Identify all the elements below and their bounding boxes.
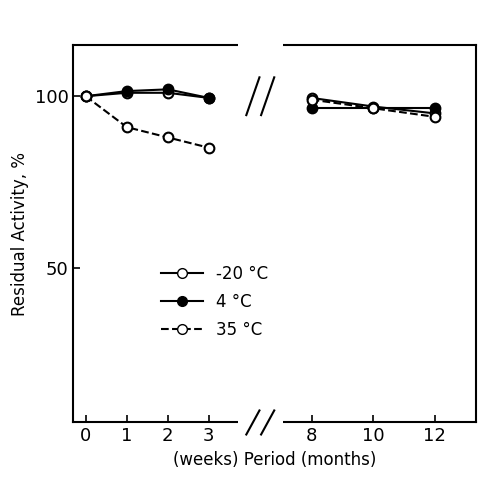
Legend: -20 °C, 4 °C, 35 °C: -20 °C, 4 °C, 35 °C [154, 258, 275, 345]
Bar [238, 11, 283, 440]
Y-axis label: Residual Activity, %: Residual Activity, % [11, 152, 29, 315]
X-axis label: (weeks) Period (months): (weeks) Period (months) [173, 451, 376, 469]
